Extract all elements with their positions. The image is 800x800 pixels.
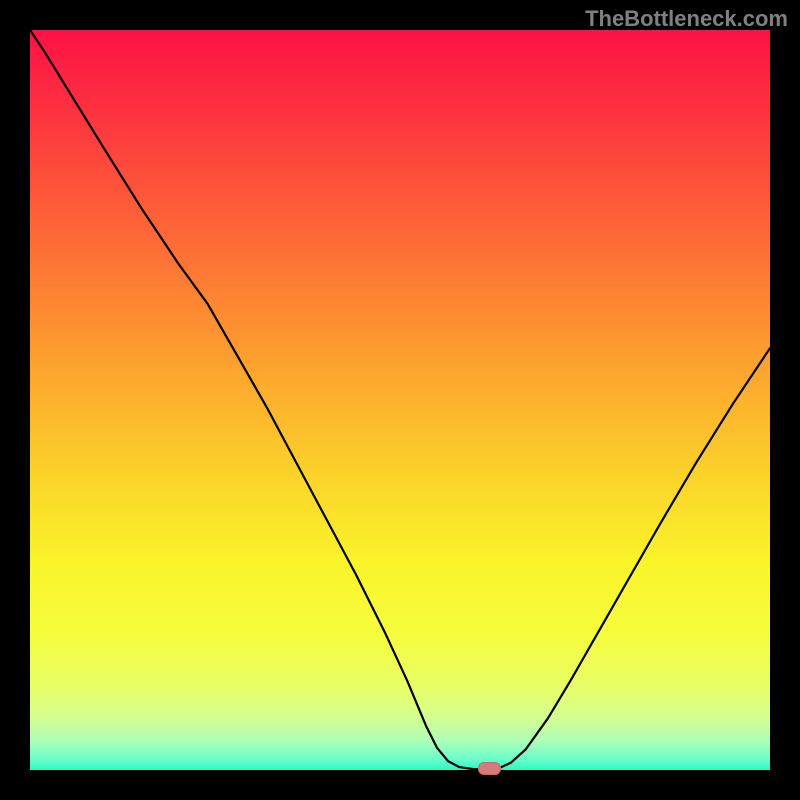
watermark-text: TheBottleneck.com [585,6,788,32]
chart-frame: TheBottleneck.com [0,0,800,800]
chart-svg [30,30,770,770]
gradient-background [30,30,770,770]
plot-area [30,30,770,770]
optimum-marker [478,762,501,775]
